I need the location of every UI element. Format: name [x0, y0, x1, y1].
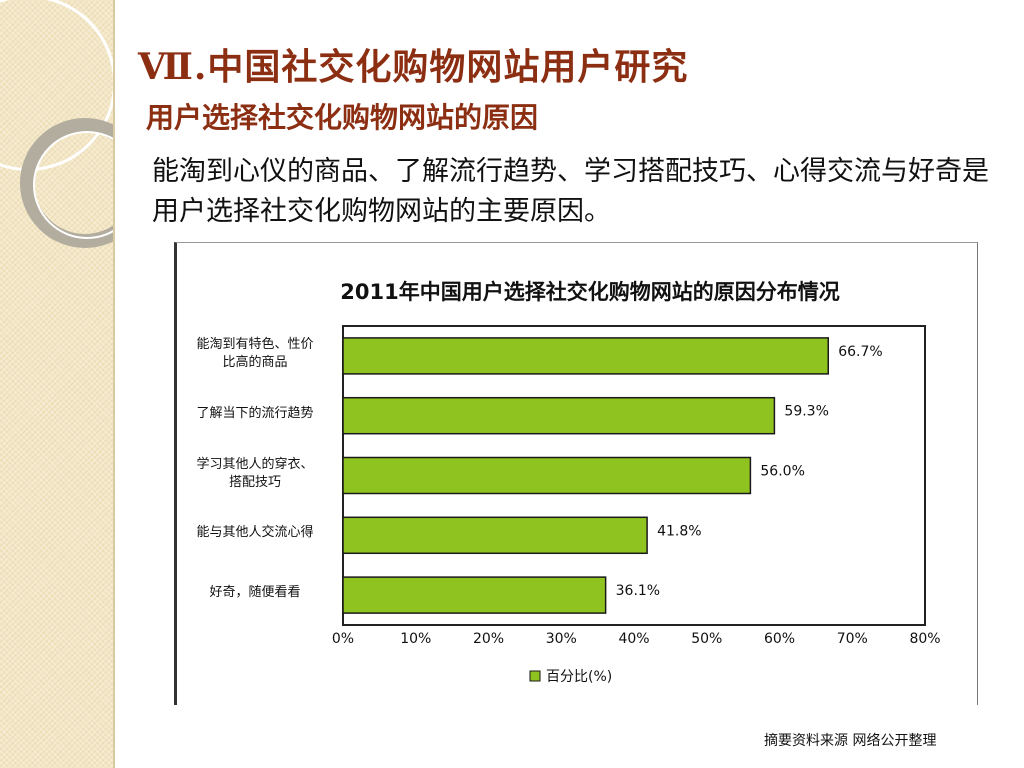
category-label: 好奇，随便看看	[170, 584, 340, 602]
slide-subtitle: 用户选择社交化购物网站的原因	[146, 101, 539, 134]
sidebar-divider	[113, 0, 115, 768]
category-label: 能与其他人交流心得	[170, 524, 340, 542]
slide-title: Ⅶ.中国社交化购物网站用户研究	[138, 46, 689, 88]
category-label-line: 了解当下的流行趋势	[196, 405, 314, 421]
category-label-line: 能与其他人交流心得	[196, 525, 314, 541]
category-label-line: 好奇，随便看看	[209, 585, 301, 601]
category-label: 了解当下的流行趋势	[170, 405, 340, 423]
footer-source-note: 摘要资料来源 网络公开整理	[764, 733, 937, 749]
category-label-line: 比高的商品	[222, 354, 288, 370]
category-label: 能淘到有特色、性价 比高的商品	[170, 336, 340, 372]
category-label-line: 搭配技巧	[228, 474, 281, 490]
category-label-line: 能淘到有特色、性价	[196, 336, 314, 352]
category-label-line: 学习其他人的穿衣、	[196, 456, 314, 472]
category-label: 学习其他人的穿衣、 搭配技巧	[170, 456, 340, 492]
slide-body-text: 能淘到心仪的商品、了解流行趋势、学习搭配技巧、心得交流与好奇是用户选择社交化购物…	[152, 156, 989, 227]
decorative-sidebar	[0, 0, 113, 768]
chart-title: 2011年中国用户选择社交化购物网站的原因分布情况	[340, 280, 840, 304]
